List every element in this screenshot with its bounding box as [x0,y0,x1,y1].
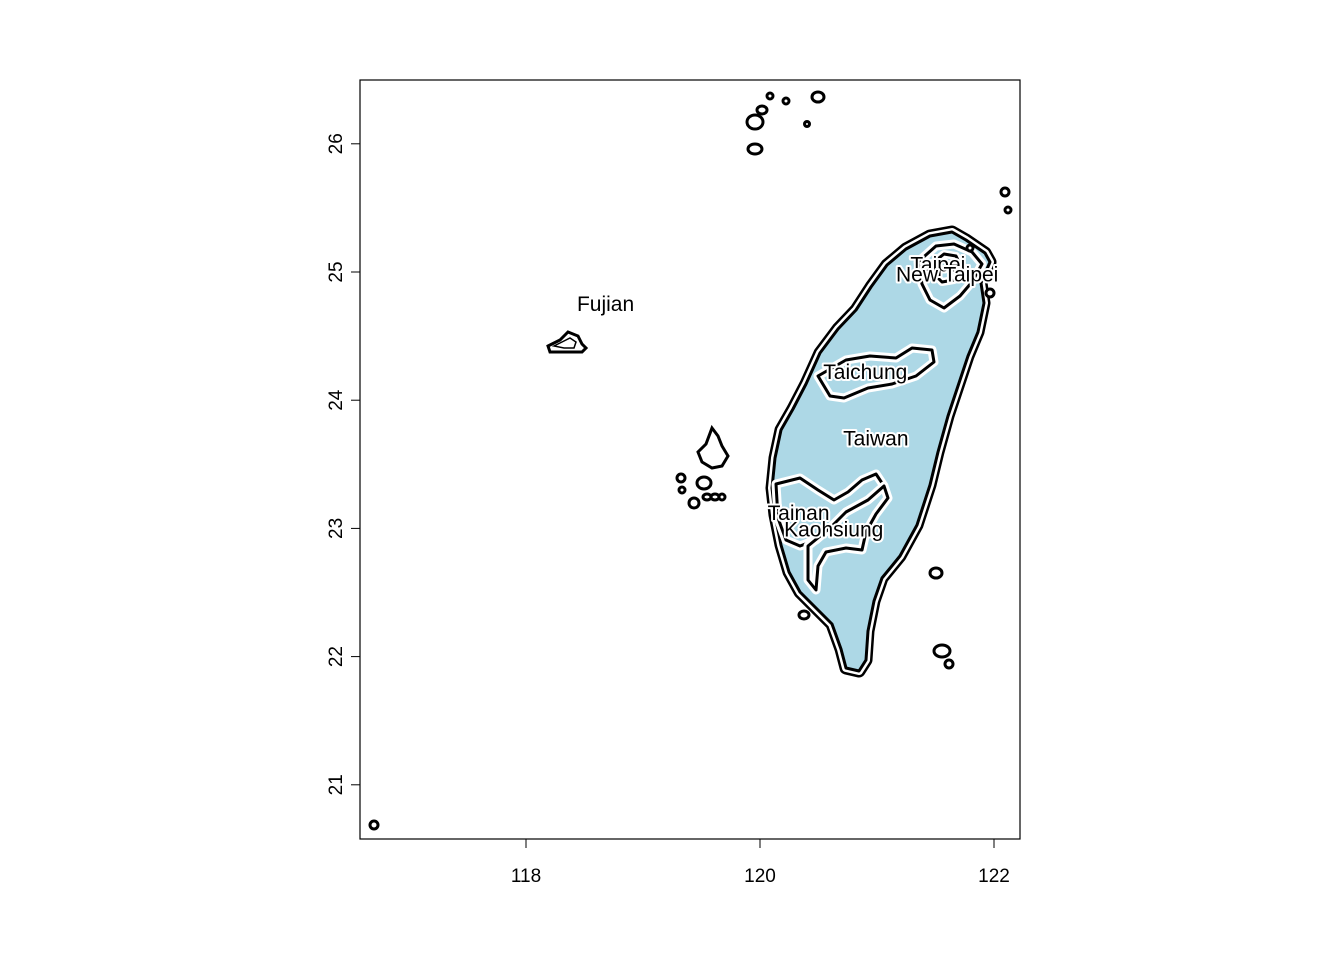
kaohsiung-boundary [803,481,893,595]
new-taipei-boundary [913,239,987,313]
taiwan-island [765,225,997,678]
y-tick-label: 26 [326,133,347,154]
x-tick-label: 122 [978,866,1010,887]
x-tick-label: 120 [744,866,776,887]
region-label-taiwan: Taiwan [843,428,908,451]
y-tick-label: 21 [326,774,347,795]
region-label-new-taipei: New Taipei [896,264,998,287]
region-label-kaohsiung: Kaohsiung [784,519,883,542]
region-label-taipei: Taipei [910,253,965,276]
y-tick-label: 24 [326,389,347,411]
y-axis: 21 22 23 24 25 26 [326,133,360,795]
region-label-fujian: Fujian [577,293,634,316]
x-tick-label: 118 [511,866,541,887]
y-tick-label: 23 [326,518,347,539]
taipei-boundary [930,250,966,286]
taichung-boundary [813,343,939,403]
penghu-island [696,424,730,470]
offshore-islands [368,90,1013,831]
x-axis: 118 120 122 [511,839,1010,887]
y-tick-label: 22 [326,646,347,667]
region-label-tainan: Tainan [768,502,830,525]
y-tick-label: 25 [326,261,347,282]
region-label-taichung: Taichung [823,361,907,384]
